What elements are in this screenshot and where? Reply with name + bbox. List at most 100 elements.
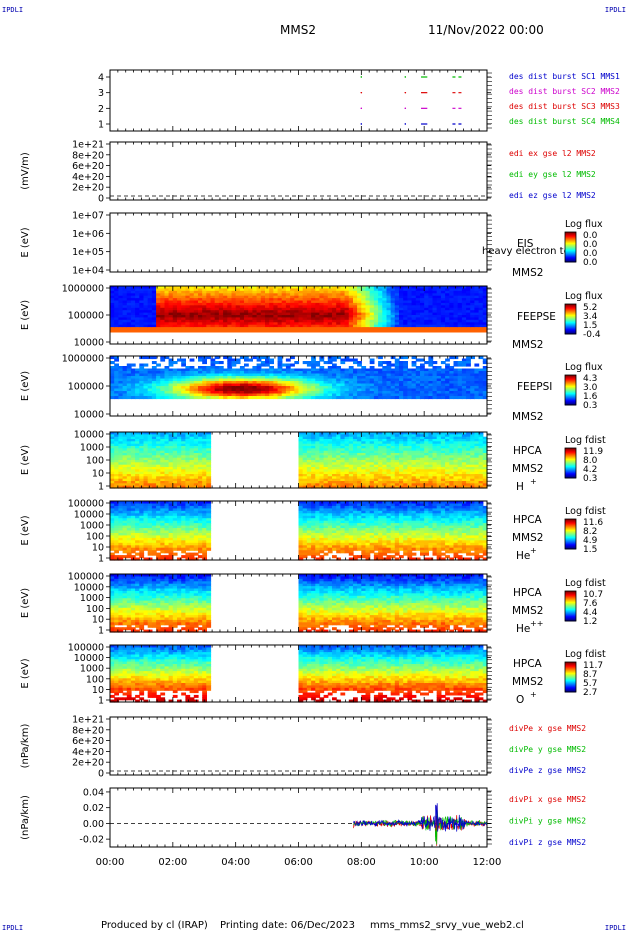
hpca-he-cell	[168, 550, 174, 554]
feeps-electron-cell	[353, 319, 358, 323]
hpca-h-cell	[436, 443, 442, 447]
feeps-electron-cell	[407, 322, 413, 326]
hpca-h-cell	[306, 471, 312, 475]
feeps-ion-cell	[223, 391, 228, 395]
hpca-h-cell	[327, 467, 333, 470]
feeps-ion-cell	[399, 391, 404, 395]
hpca-h-cell	[332, 474, 337, 477]
hpca-h-cell	[202, 483, 207, 487]
feeps-electron-cell	[248, 300, 253, 304]
feeps-ion-cell	[369, 378, 375, 382]
feeps-ion-cell	[139, 383, 145, 387]
feeps-electron-cell	[231, 327, 237, 331]
feeps-electron-cell	[306, 315, 312, 318]
hpca-he-cell	[156, 540, 161, 544]
feeps-electron-cell	[436, 288, 442, 292]
hpca-h-cell	[353, 432, 358, 435]
feeps-ion-cell	[415, 388, 421, 392]
feeps-electron-cell	[407, 293, 413, 297]
feeps-ion-cell	[315, 376, 321, 380]
feeps-electron-cell	[449, 302, 455, 306]
feeps-ion-cell	[449, 376, 455, 380]
hpca-h-cell	[466, 481, 471, 484]
feeps-electron-cell	[298, 295, 304, 299]
hpca-h-cell	[156, 448, 161, 452]
feeps-ion-cell	[160, 371, 166, 375]
hpca-h-cell	[394, 478, 400, 482]
feeps-electron-cell	[265, 295, 270, 299]
feeps-electron-cell	[407, 298, 413, 302]
feeps-electron-cell	[189, 290, 195, 294]
feeps-ion-cell	[306, 371, 312, 375]
feeps-electron-cell	[470, 290, 475, 294]
feeps-electron-cell	[361, 302, 367, 306]
feeps-electron-cell	[168, 305, 174, 309]
hpca-h-cell	[181, 441, 186, 445]
feeps-ion-cell	[407, 391, 413, 395]
feeps-ion-cell	[281, 363, 287, 367]
feeps-electron-cell	[231, 298, 237, 302]
hpca-he-cell	[164, 523, 170, 527]
hpca-h-cell	[474, 483, 480, 487]
hpca-h-cell	[369, 455, 375, 459]
feeps-electron-cell	[235, 286, 241, 289]
feeps-ion-cell	[424, 378, 429, 382]
feeps-electron-cell	[290, 317, 295, 321]
hpca-he-cell	[156, 547, 161, 551]
hpca-h-cell	[420, 481, 425, 484]
feeps-electron-cell	[248, 290, 253, 294]
feeps-electron-cell	[223, 298, 228, 302]
hpca-h-cell	[399, 453, 404, 456]
hpca-h-cell	[139, 476, 145, 480]
feeps-electron-cell	[151, 295, 157, 299]
feeps-electron-cell	[332, 327, 337, 331]
feeps-ion-cell	[177, 391, 182, 395]
feeps-electron-cell	[323, 295, 329, 299]
hpca-he-cell	[156, 557, 161, 561]
feeps-electron-cell	[461, 302, 467, 306]
hpca-h-cell	[306, 441, 312, 445]
feeps-ion-cell	[189, 376, 195, 380]
hpca-h-cell	[428, 446, 434, 449]
hpca-h-cell	[193, 439, 199, 442]
feeps-electron-cell	[466, 302, 471, 306]
hpca-h-cell	[373, 467, 379, 470]
hpca-he-cell	[164, 501, 170, 505]
feeps-electron-cell	[440, 312, 446, 316]
feeps-electron-cell	[323, 305, 329, 309]
feeps-ion-cell	[315, 396, 321, 400]
hpca-h-cell	[449, 467, 455, 470]
hpca-h-cell	[327, 471, 333, 475]
feeps-electron-cell	[436, 322, 442, 326]
feeps-electron-cell	[453, 295, 459, 299]
feeps-ion-cell	[110, 391, 115, 395]
hpca-h-cell	[470, 464, 475, 468]
feeps-electron-cell	[135, 286, 140, 289]
hpca-h-cell	[436, 460, 442, 463]
hpca-h-cell	[202, 436, 207, 440]
feeps-ion-cell	[210, 373, 216, 377]
feeps-electron-cell	[290, 310, 295, 314]
feeps-electron-cell	[298, 319, 304, 323]
feeps-ion-cell	[277, 368, 283, 372]
hpca-he-cell	[135, 533, 140, 537]
feeps-electron-cell	[432, 288, 438, 292]
feeps-electron-cell	[198, 298, 203, 302]
feeps-ion-cell	[202, 396, 207, 400]
feeps-electron-cell	[353, 300, 358, 304]
feeps-electron-cell	[394, 324, 400, 328]
hpca-h-cell	[357, 434, 362, 438]
hpca-he-cell	[139, 535, 145, 539]
feeps-electron-cell	[168, 324, 174, 328]
hpca-h-cell	[373, 439, 379, 442]
feeps-electron-cell	[181, 302, 186, 306]
hpca-h-cell	[130, 446, 136, 449]
feeps-electron-cell	[248, 315, 253, 318]
feeps-ion-cell	[244, 378, 249, 382]
hpca-h-cell	[386, 457, 392, 461]
hpca-h-cell	[139, 481, 145, 484]
hpca-he-cell	[168, 510, 174, 514]
feeps-ion-cell	[302, 376, 308, 380]
feeps-electron-cell	[399, 319, 404, 323]
feeps-ion-cell	[306, 373, 312, 377]
